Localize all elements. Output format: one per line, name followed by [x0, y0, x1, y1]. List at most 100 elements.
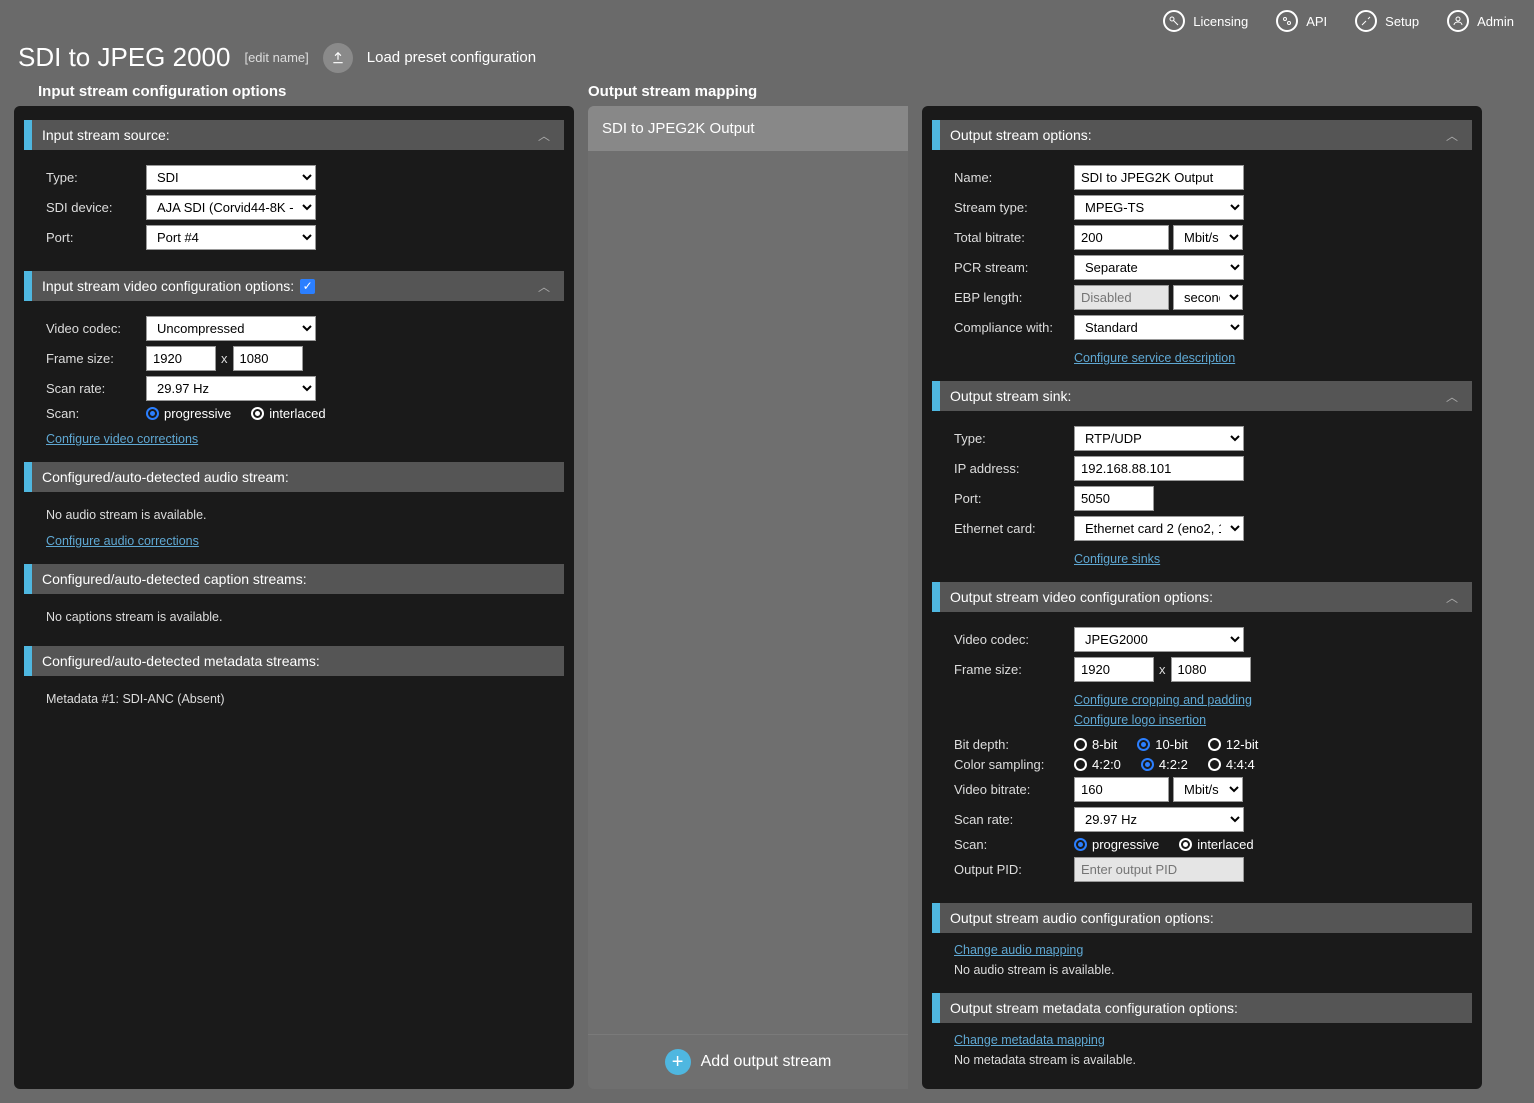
configure-audio-corrections-link[interactable]: Configure audio corrections	[46, 534, 199, 548]
nav-api[interactable]: API	[1276, 10, 1327, 32]
nav-admin[interactable]: Admin	[1447, 10, 1514, 32]
output-options-header[interactable]: Output stream options: ︿	[932, 120, 1472, 150]
output-audio-header[interactable]: Output stream audio configuration option…	[932, 903, 1472, 933]
nav-licensing-label: Licensing	[1193, 14, 1248, 29]
out-scanrate-label: Scan rate:	[954, 812, 1074, 827]
input-video-header[interactable]: Input stream video configuration options…	[24, 271, 564, 301]
no-captions-note: No captions stream is available.	[46, 610, 556, 624]
sink-type-select[interactable]: RTP/UDP	[1074, 426, 1244, 451]
chevron-up-icon: ︿	[1446, 127, 1458, 144]
output-name-input[interactable]	[1074, 165, 1244, 190]
edit-name-link[interactable]: [edit name]	[244, 50, 308, 65]
add-output-button[interactable]: + Add output stream	[588, 1034, 908, 1089]
vbitrate-unit-select[interactable]: Mbit/s	[1173, 777, 1243, 802]
out-scan-interlaced-radio[interactable]: interlaced	[1179, 837, 1253, 852]
input-type-select[interactable]: SDI	[146, 165, 316, 190]
output-tab[interactable]: SDI to JPEG2K Output	[588, 106, 908, 151]
metadata-item: Metadata #1: SDI-ANC (Absent)	[46, 692, 556, 706]
scan-progressive-radio[interactable]: progressive	[146, 406, 231, 421]
configure-video-corrections-link[interactable]: Configure video corrections	[46, 432, 198, 446]
stream-type-label: Stream type:	[954, 200, 1074, 215]
chevron-up-icon: ︿	[1446, 589, 1458, 606]
top-navbar: Licensing API Setup Admin	[0, 0, 1534, 38]
sink-port-input[interactable]	[1074, 486, 1154, 511]
out-scanrate-select[interactable]: 29.97 Hz	[1074, 807, 1244, 832]
stream-type-select[interactable]: MPEG-TS	[1074, 195, 1244, 220]
output-pid-input[interactable]	[1074, 857, 1244, 882]
bitdepth-label: Bit depth:	[954, 737, 1074, 752]
out-codec-select[interactable]: JPEG2000	[1074, 627, 1244, 652]
sampling-444-radio[interactable]: 4:4:4	[1208, 757, 1255, 772]
nav-setup-label: Setup	[1385, 14, 1419, 29]
out-scan-progressive-radio[interactable]: progressive	[1074, 837, 1159, 852]
configure-crop-link[interactable]: Configure cropping and padding	[1074, 693, 1252, 707]
page-title: SDI to JPEG 2000	[18, 42, 230, 73]
total-bitrate-input[interactable]	[1074, 225, 1169, 250]
sdi-device-label: SDI device:	[46, 200, 146, 215]
ebp-label: EBP length:	[954, 290, 1074, 305]
add-output-label: Add output stream	[701, 1053, 832, 1071]
load-preset-label[interactable]: Load preset configuration	[367, 49, 536, 66]
frame-width-input[interactable]	[146, 346, 216, 371]
out-no-audio-note: No audio stream is available.	[954, 963, 1464, 977]
output-sink-header[interactable]: Output stream sink: ︿	[932, 381, 1472, 411]
configure-service-link[interactable]: Configure service description	[1074, 351, 1235, 365]
total-bitrate-label: Total bitrate:	[954, 230, 1074, 245]
eth-select[interactable]: Ethernet card 2 (eno2, 10…	[1074, 516, 1244, 541]
port-label: Port:	[46, 230, 146, 245]
chevron-up-icon: ︿	[1446, 388, 1458, 405]
compliance-select[interactable]: Standard	[1074, 315, 1244, 340]
change-metadata-mapping-link[interactable]: Change metadata mapping	[954, 1033, 1105, 1047]
ebp-input[interactable]	[1074, 285, 1169, 310]
frame-size-label: Frame size:	[46, 351, 146, 366]
configure-sinks-link[interactable]: Configure sinks	[1074, 552, 1160, 566]
video-codec-select[interactable]: Uncompressed	[146, 316, 316, 341]
pcr-select[interactable]: Separate	[1074, 255, 1244, 280]
bitdepth-12-radio[interactable]: 12-bit	[1208, 737, 1259, 752]
chevron-up-icon: ︿	[538, 278, 550, 295]
chevron-up-icon: ︿	[538, 127, 550, 144]
sdi-device-select[interactable]: AJA SDI (Corvid44-8K - I…	[146, 195, 316, 220]
frame-height-input[interactable]	[233, 346, 303, 371]
ip-input[interactable]	[1074, 456, 1244, 481]
video-config-checkbox[interactable]: ✓	[300, 279, 315, 294]
input-audio-header[interactable]: Configured/auto-detected audio stream:	[24, 462, 564, 492]
vbitrate-input[interactable]	[1074, 777, 1169, 802]
user-icon	[1447, 10, 1469, 32]
output-video-header[interactable]: Output stream video configuration option…	[932, 582, 1472, 612]
x-separator: x	[1159, 662, 1166, 677]
out-no-meta-note: No metadata stream is available.	[954, 1053, 1464, 1067]
out-codec-label: Video codec:	[954, 632, 1074, 647]
key-icon	[1163, 10, 1185, 32]
sampling-422-radio[interactable]: 4:2:2	[1141, 757, 1188, 772]
eth-label: Ethernet card:	[954, 521, 1074, 536]
sampling-label: Color sampling:	[954, 757, 1074, 772]
bitdepth-8-radio[interactable]: 8-bit	[1074, 737, 1117, 752]
ebp-unit-select[interactable]: seconds	[1173, 285, 1243, 310]
compliance-label: Compliance with:	[954, 320, 1074, 335]
column-headers: Input stream configuration options Outpu…	[0, 83, 1534, 106]
scan-interlaced-radio[interactable]: interlaced	[251, 406, 325, 421]
input-source-header[interactable]: Input stream source: ︿	[24, 120, 564, 150]
configure-logo-link[interactable]: Configure logo insertion	[1074, 713, 1206, 727]
bitdepth-10-radio[interactable]: 10-bit	[1137, 737, 1188, 752]
upload-preset-button[interactable]	[323, 43, 353, 73]
port-select[interactable]: Port #4	[146, 225, 316, 250]
sampling-420-radio[interactable]: 4:2:0	[1074, 757, 1121, 772]
input-captions-header[interactable]: Configured/auto-detected caption streams…	[24, 564, 564, 594]
nav-admin-label: Admin	[1477, 14, 1514, 29]
plus-icon: +	[665, 1049, 691, 1075]
nav-licensing[interactable]: Licensing	[1163, 10, 1248, 32]
out-frame-height-input[interactable]	[1171, 657, 1251, 682]
x-separator: x	[221, 351, 228, 366]
title-row: SDI to JPEG 2000 [edit name] Load preset…	[0, 38, 1534, 83]
change-audio-mapping-link[interactable]: Change audio mapping	[954, 943, 1083, 957]
output-pid-label: Output PID:	[954, 862, 1074, 877]
nav-setup[interactable]: Setup	[1355, 10, 1419, 32]
output-panel: Output stream options: ︿ Name: Stream ty…	[922, 106, 1482, 1089]
input-metadata-header[interactable]: Configured/auto-detected metadata stream…	[24, 646, 564, 676]
output-metadata-header[interactable]: Output stream metadata configuration opt…	[932, 993, 1472, 1023]
bitrate-unit-select[interactable]: Mbit/s	[1173, 225, 1243, 250]
out-frame-width-input[interactable]	[1074, 657, 1154, 682]
scan-rate-select[interactable]: 29.97 Hz	[146, 376, 316, 401]
